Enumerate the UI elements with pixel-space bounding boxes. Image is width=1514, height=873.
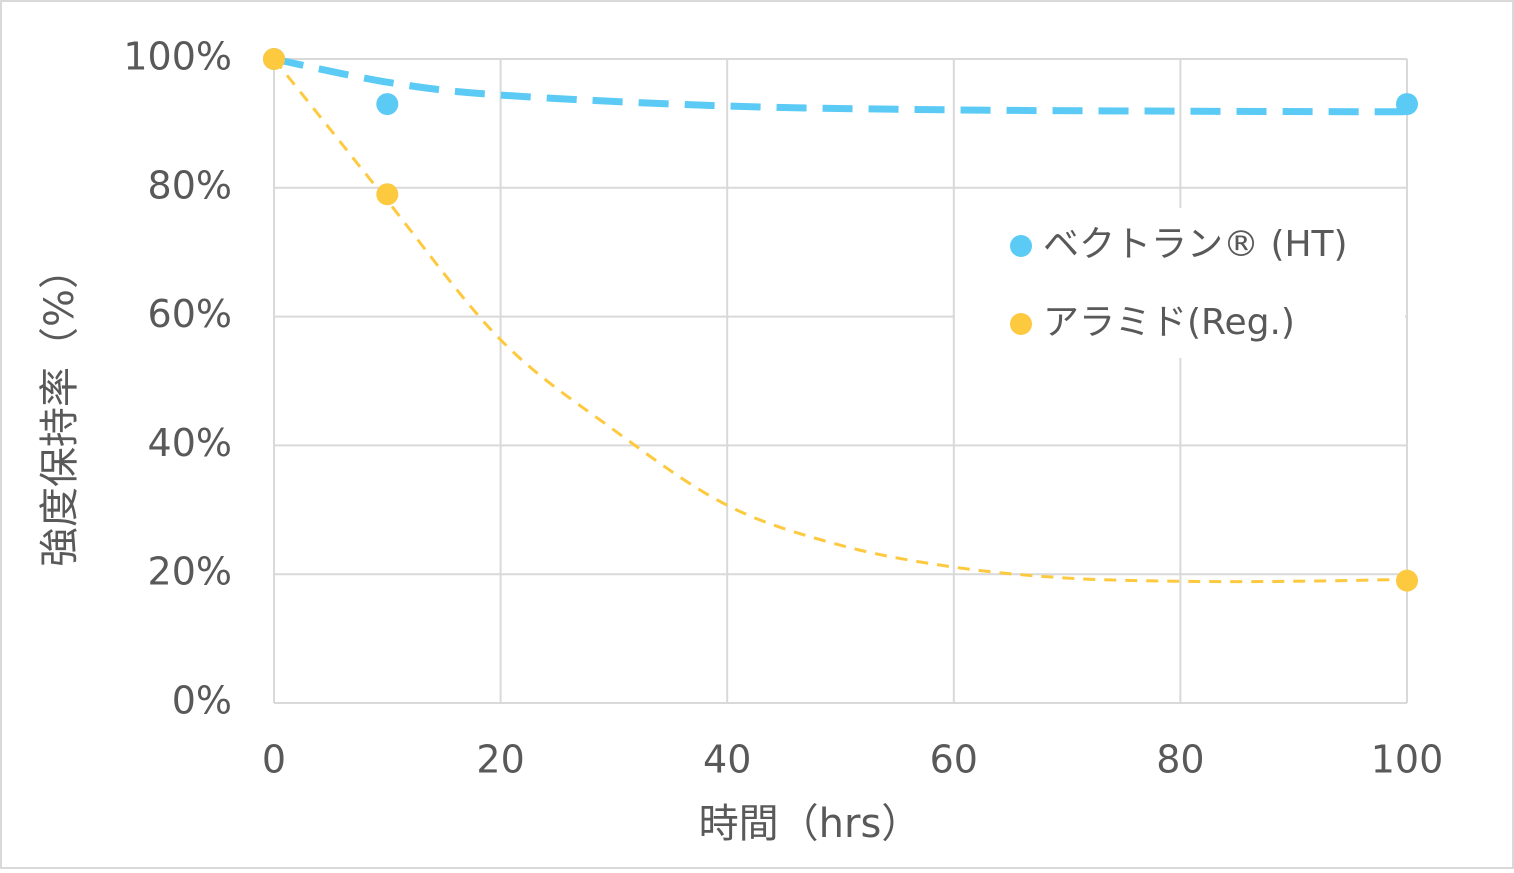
plot-area [263,48,1418,592]
y-tick-label: 80% [148,163,232,207]
x-tick-label: 40 [703,738,751,782]
legend-marker [1010,235,1032,257]
x-tick-label: 60 [930,738,978,782]
data-point [376,183,399,206]
trend-line [272,58,1408,584]
x-axis-title: 時間（hrs） [699,801,922,847]
y-tick-label: 20% [148,550,232,594]
grid [273,58,1408,704]
x-tick-label: 80 [1156,738,1204,782]
data-point [263,48,285,70]
data-point [1396,569,1418,592]
legend: ベクトラン® (HT) アラミド(Reg.) [955,208,1405,358]
legend-marker [1010,313,1032,335]
trend-line [273,55,1408,116]
data-point [1396,93,1418,116]
y-tick-label: 60% [148,292,232,336]
y-tick-label: 100% [123,35,232,79]
x-tick-label: 100 [1371,738,1444,782]
y-tick-label: 40% [148,421,232,465]
y-axis-title: 強度保持率（%） [37,249,83,567]
x-tick-label: 20 [476,738,524,782]
legend-box [955,208,1405,358]
legend-label: アラミド(Reg.) [1043,302,1295,343]
legend-label: ベクトラン® (HT) [1043,224,1348,265]
x-tick-label: 0 [262,738,286,782]
data-point [376,93,399,116]
y-tick-label: 0% [172,679,232,723]
